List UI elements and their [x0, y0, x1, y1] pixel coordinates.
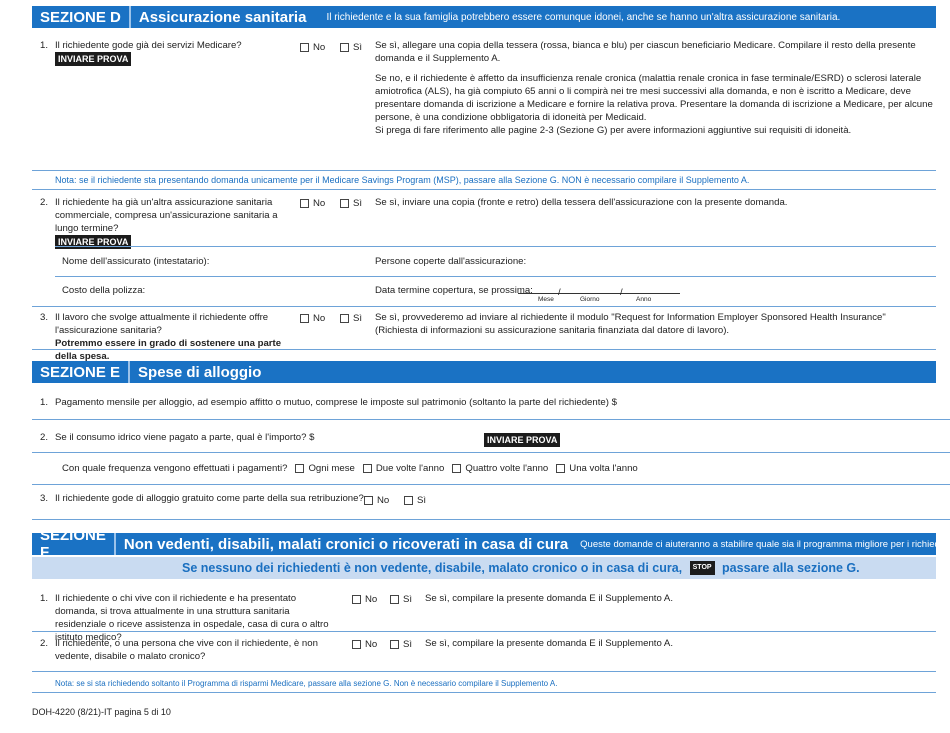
section-title: Spese di alloggio: [138, 363, 262, 381]
end-date-label: Data termine copertura, se prossima:: [375, 285, 533, 296]
section-subtitle: Il richiedente e la sua famiglia potrebb…: [326, 11, 841, 23]
option-quarterly[interactable]: Quattro volte l'anno: [452, 462, 548, 475]
question-number: 3.: [40, 493, 49, 504]
nota-msp: Nota: se si sta richiedendo soltanto il …: [55, 679, 558, 688]
checkbox-yes[interactable]: Sì: [340, 42, 362, 53]
section-subtitle: Queste domande ci aiuteranno a stabilire…: [580, 538, 950, 550]
send-proof-badge: INVIARE PROVA: [55, 52, 132, 66]
checkbox-no[interactable]: No: [300, 313, 325, 324]
frequency-row: Con quale frequenza vengono effettuati i…: [62, 462, 638, 475]
month-label: Mese: [538, 296, 554, 303]
section-label: SEZIONE D: [32, 6, 131, 28]
send-proof-badge: INVIARE PROVA: [484, 433, 561, 447]
checkbox-no[interactable]: No: [300, 42, 325, 53]
question-number: 1.: [40, 40, 49, 51]
note: Se sì, provvederemo ad inviare al richie…: [375, 312, 886, 336]
option-twice-yearly[interactable]: Due volte l'anno: [362, 462, 444, 475]
question-d1: Il richiedente gode già dei servizi Medi…: [55, 39, 285, 66]
question-text: Il richiedente o chi vive con il richied…: [55, 593, 329, 643]
note-yes: Se sì, allegare una copia della tessera …: [375, 40, 916, 64]
checkbox-no[interactable]: No: [300, 198, 325, 209]
note-no: Se no, e il richiedente è affetto da ins…: [375, 73, 933, 136]
question-text: Il richiedente, o una persona che vive c…: [55, 638, 318, 662]
checkbox-yes[interactable]: Sì: [340, 313, 362, 324]
note: Se sì, inviare una copia (fronte e retro…: [375, 197, 788, 208]
water-cost-field[interactable]: Se il consumo idrico viene pagato a part…: [55, 432, 315, 443]
send-proof-badge: INVIARE PROVA: [55, 235, 132, 249]
nota-msp: Nota: se il richiedente sta presentando …: [55, 175, 750, 185]
question-text: Il richiedente gode di alloggio gratuito…: [55, 493, 364, 504]
year-label: Anno: [636, 296, 652, 303]
section-f-header: SEZIONE F Non vedenti, disabili, malati …: [32, 527, 950, 561]
section-title: Assicurazione sanitaria: [138, 8, 307, 26]
question-number: 2.: [40, 432, 49, 443]
question-number: 1.: [40, 593, 49, 604]
policy-cost-field[interactable]: Costo della polizza:: [62, 285, 146, 296]
section-title: Non vedenti, disabili, malati cronici o …: [123, 535, 569, 553]
question-number: 3.: [40, 312, 49, 323]
end-date-field[interactable]: [518, 293, 680, 294]
section-d-header: SEZIONE D Assicurazione sanitaria Il ric…: [32, 6, 936, 28]
day-label: Giorno: [580, 296, 600, 303]
question-text: Il richiedente gode già dei servizi Medi…: [55, 40, 242, 51]
note: Se sì, compilare la presente domanda E i…: [425, 593, 673, 604]
option-monthly[interactable]: Ogni mese: [295, 462, 355, 475]
skip-instruction: Se nessuno dei richiedenti è non vedente…: [32, 557, 936, 579]
question-number: 1.: [40, 397, 49, 408]
question-number: 2.: [40, 197, 49, 208]
housing-payment-field[interactable]: Pagamento mensile per alloggio, ad esemp…: [55, 397, 617, 408]
question-d3: Il lavoro che svolge attualmente il rich…: [55, 312, 282, 362]
page-footer: DOH-4220 (8/21)-IT pagina 5 di 10: [32, 707, 171, 717]
covered-persons-field[interactable]: Persone coperte dall'assicurazione:: [375, 256, 527, 267]
policyholder-field[interactable]: Nome dell'assicurato (intestatario):: [62, 256, 210, 267]
option-yearly[interactable]: Una volta l'anno: [556, 462, 638, 475]
section-e-header: SEZIONE E Spese di alloggio: [32, 361, 936, 383]
section-label: SEZIONE F: [32, 527, 116, 561]
note: Se sì, compilare la presente domanda E i…: [425, 638, 673, 649]
checkbox-yes[interactable]: Sì: [340, 198, 362, 209]
checkbox-yes[interactable]: Sì: [390, 594, 412, 605]
section-label: SEZIONE E: [32, 361, 131, 383]
checkbox-no[interactable]: No: [352, 594, 377, 605]
checkbox-no[interactable]: No: [364, 495, 389, 506]
question-number: 2.: [40, 638, 49, 649]
stop-badge: STOP: [689, 561, 715, 575]
checkbox-yes[interactable]: Sì: [404, 495, 426, 506]
checkbox-no[interactable]: No: [352, 639, 377, 650]
checkbox-yes[interactable]: Sì: [390, 639, 412, 650]
question-d2: Il richiedente ha già un'altra assicuraz…: [55, 197, 278, 249]
